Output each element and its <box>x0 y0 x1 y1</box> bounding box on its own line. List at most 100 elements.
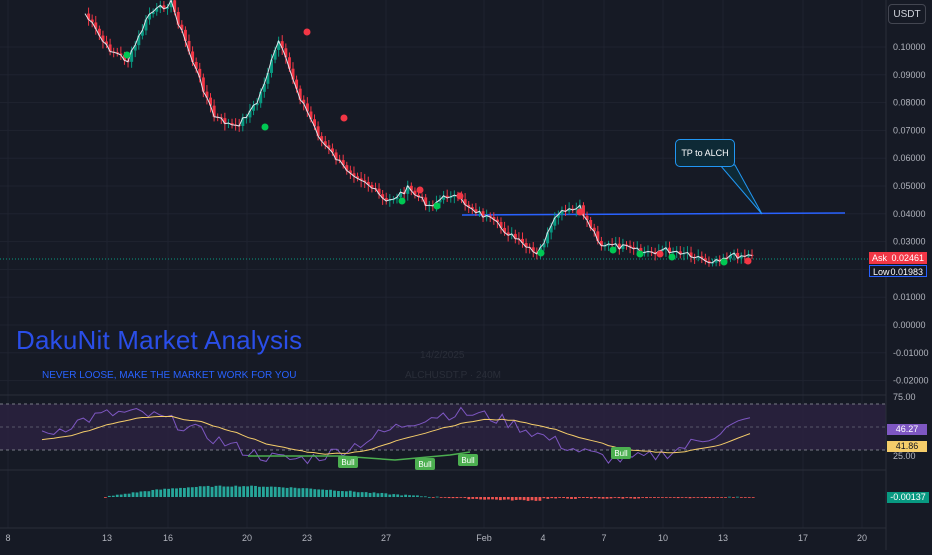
macd-bar <box>672 497 676 498</box>
candle-body <box>291 68 295 80</box>
macd-bar <box>147 491 151 497</box>
tp-callout[interactable]: TP to ALCH <box>675 139 735 167</box>
price-axis[interactable]: 0.10000 0.09000 0.08000 0.07000 0.06000 0.050… <box>893 42 929 386</box>
macd-bar <box>222 486 226 497</box>
macd-bar <box>305 488 309 497</box>
macd-bar <box>183 487 186 497</box>
sell-signal-dot <box>416 186 424 194</box>
bull-label: Bull <box>461 456 475 465</box>
oscillator-axis-tick: 25.00 <box>893 451 916 461</box>
sell-signal-dot <box>303 28 311 36</box>
candle-body <box>87 13 91 20</box>
sell-signal-dot <box>656 250 664 258</box>
macd-bar <box>514 497 518 500</box>
currency-button[interactable]: USDT <box>888 4 926 24</box>
candle-body <box>549 225 553 233</box>
macd-bar <box>242 486 246 497</box>
macd-bar <box>562 497 565 498</box>
ask-label: Ask <box>872 253 888 263</box>
macd-bar <box>601 497 605 499</box>
macd-bar <box>420 496 423 498</box>
low-label: Low <box>873 267 890 277</box>
candle-body <box>330 148 334 153</box>
macd-bar <box>518 497 522 500</box>
macd-bar <box>597 497 601 499</box>
macd-bar <box>664 497 668 498</box>
candle-body <box>409 185 413 191</box>
macd-bar <box>396 494 400 497</box>
tp-level-line[interactable] <box>461 212 846 216</box>
macd-bar <box>660 497 664 498</box>
macd-bar <box>692 497 696 498</box>
candle-body <box>255 103 259 106</box>
candle-body <box>194 61 198 69</box>
candle-body <box>388 199 392 201</box>
macd-bar <box>289 487 293 497</box>
macd-bar <box>313 489 317 497</box>
macd-bar <box>352 491 356 497</box>
macd-value: -0.00137 <box>887 492 929 503</box>
watermark-symbol: ALCHUSDT.P · 240M <box>405 370 501 381</box>
macd-bar <box>301 488 305 497</box>
candle-body <box>653 252 657 254</box>
candle-body <box>467 204 471 208</box>
candle-body <box>209 97 213 106</box>
macd-bar <box>609 497 613 499</box>
macd-bar <box>736 496 739 498</box>
candle-body <box>269 59 273 73</box>
macd-bar <box>186 487 190 497</box>
macd-bar <box>574 497 577 499</box>
price-axis-tick: 0.00000 <box>893 320 926 330</box>
macd-bar <box>262 486 265 497</box>
macd-bar <box>234 485 238 497</box>
macd-bar <box>578 497 581 498</box>
macd-bar <box>471 497 475 499</box>
time-axis-tick: Feb <box>476 533 492 543</box>
candle-body <box>94 22 98 29</box>
macd-bar <box>696 497 700 498</box>
candle-body <box>384 198 388 201</box>
candle-body <box>524 243 528 248</box>
macd-bar <box>570 497 573 499</box>
macd-bar <box>502 497 506 500</box>
candle-body <box>639 248 643 253</box>
price-axis-tick: 0.06000 <box>893 153 926 163</box>
candle-body <box>259 91 263 104</box>
low-value: 0.01983 <box>890 267 923 277</box>
macd-bar <box>376 493 380 497</box>
candle-body <box>531 247 535 252</box>
macd-bar <box>392 494 396 497</box>
ask-value: 0.02461 <box>891 253 924 263</box>
watermark-date: 14/2/2025 <box>420 350 465 361</box>
candle-body <box>553 217 557 226</box>
candle-body <box>689 252 693 257</box>
macd-bar <box>605 497 609 499</box>
candle-body <box>682 253 686 255</box>
macd-bar <box>139 491 143 497</box>
macd-bar <box>321 489 325 497</box>
bull-label-bg <box>611 447 631 459</box>
macd-bar <box>724 497 727 498</box>
macd-bar <box>463 497 467 498</box>
bull-label: Bull <box>341 458 355 467</box>
candle-body <box>714 259 718 263</box>
macd-bar <box>538 497 542 501</box>
candle-body <box>746 254 750 257</box>
price-line <box>84 0 753 264</box>
time-axis[interactable]: 8 13 16 20 23 27 Feb 4 7 10 13 17 20 <box>5 533 867 543</box>
macd-bar <box>416 495 419 497</box>
candle-body <box>356 176 360 179</box>
candle-body <box>140 30 144 36</box>
candle-body <box>334 152 338 160</box>
candle-body <box>381 194 385 199</box>
candle-body <box>470 207 474 210</box>
macd-bar <box>293 487 297 497</box>
buy-signal-dot <box>433 202 441 210</box>
macd-bar <box>684 497 688 498</box>
bull-label-bg <box>338 456 358 468</box>
buy-signal-dot <box>668 253 676 261</box>
oscillator-trend-line <box>248 451 471 461</box>
macd-bar <box>704 497 708 499</box>
